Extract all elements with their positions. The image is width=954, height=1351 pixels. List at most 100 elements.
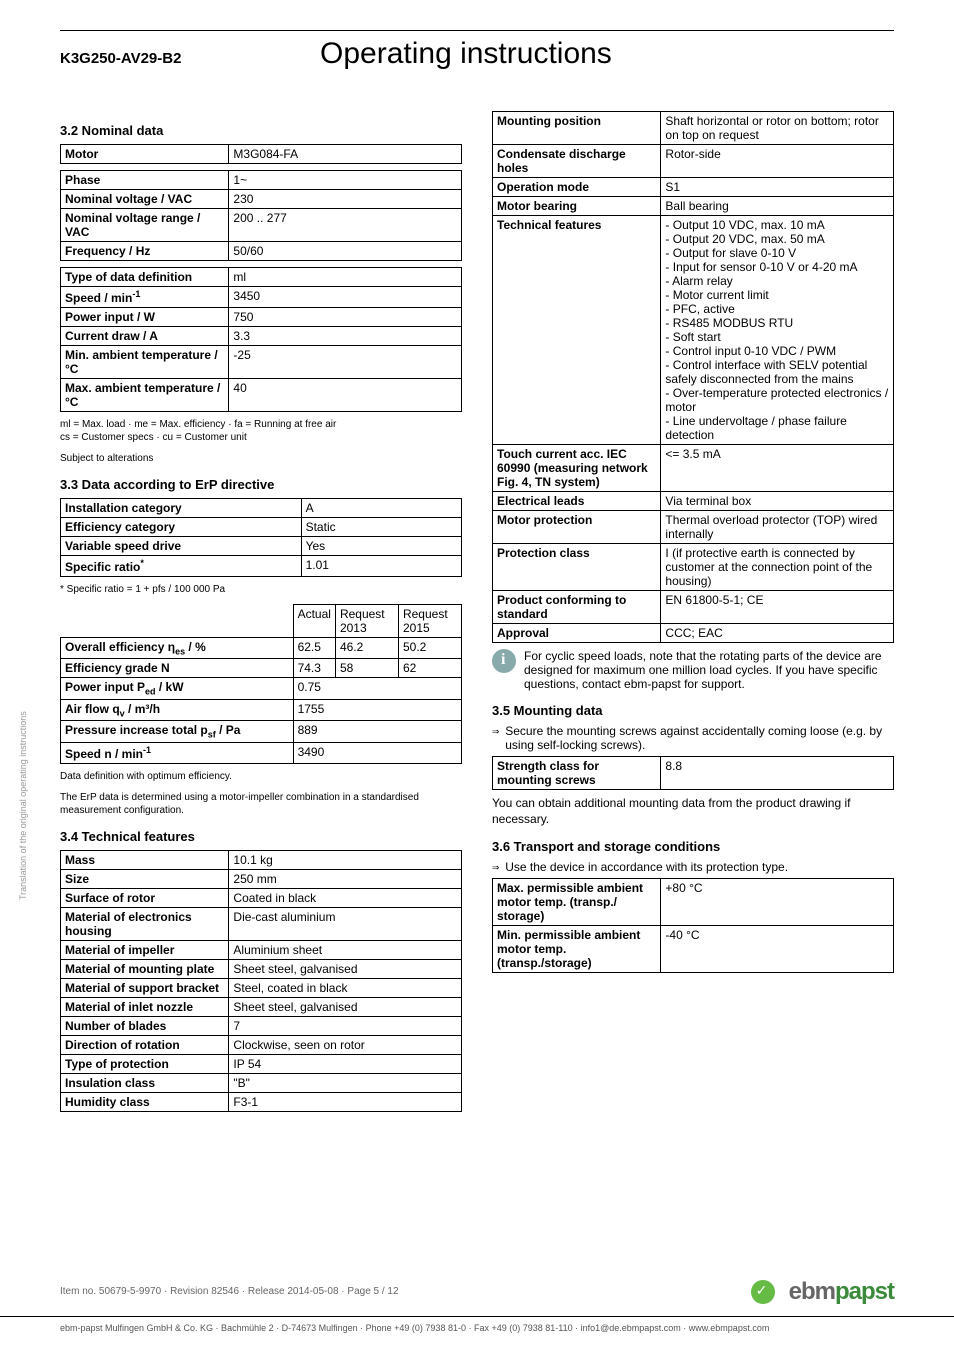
cell-label: Strength class for mounting screws (493, 757, 661, 790)
table-row: Type of protectionIP 54 (61, 1054, 462, 1073)
nominal-table-2: Type of data definitionmlSpeed / min-134… (60, 267, 462, 412)
cell-label: Phase (61, 171, 229, 190)
table-row: Specific ratio*1.01 (61, 556, 462, 577)
cell-value: 74.3 (293, 659, 335, 678)
cell-value: S1 (661, 178, 894, 197)
cell-label: Technical features (493, 216, 661, 445)
table-row: Speed / min-13450 (61, 287, 462, 308)
cell-label: Current draw / A (61, 327, 229, 346)
cell-value: 230 (229, 190, 462, 209)
header-cell: Actual (293, 605, 335, 638)
cell-label: Speed / min-1 (61, 287, 229, 308)
page-footer: Item no. 50679-5-9970 · Revision 82546 ·… (0, 1278, 954, 1306)
info-icon (492, 649, 516, 673)
cell-label: Insulation class (61, 1073, 229, 1092)
cell-label: Min. ambient temperature / °C (61, 346, 229, 379)
mounting-instruction-text: Secure the mounting screws against accid… (505, 724, 894, 752)
brand-part-1: ebm (789, 1278, 835, 1305)
mounting-table: Strength class for mounting screws8.8 (492, 756, 894, 790)
cell-label: Type of data definition (61, 268, 229, 287)
erp1-footnote: * Specific ratio = 1 + pfs / 100 000 Pa (60, 583, 462, 596)
cell-label: Product conforming to standard (493, 591, 661, 624)
cell-label: Motor (61, 145, 229, 164)
cell-label: Installation category (61, 499, 302, 518)
cell-value: "B" (229, 1073, 462, 1092)
cell-label: Material of inlet nozzle (61, 997, 229, 1016)
cell-value: 50/60 (229, 242, 462, 261)
cell-value: 750 (229, 308, 462, 327)
table-row: Max. permissible ambient motor temp. (tr… (493, 879, 894, 926)
tech-features-table-2: Mounting positionShaft horizontal or rot… (492, 111, 894, 643)
model-number: K3G250-AV29-B2 (60, 50, 320, 67)
heading-mounting-data: 3.5 Mounting data (492, 703, 894, 718)
cell-label: Efficiency grade N (61, 659, 294, 678)
cell-value: Shaft horizontal or rotor on bottom; rot… (661, 112, 894, 145)
cell-value: ml (229, 268, 462, 287)
cell-label: Number of blades (61, 1016, 229, 1035)
table-row: Max. ambient temperature / °C40 (61, 379, 462, 412)
cell-label: Surface of rotor (61, 888, 229, 907)
table-row: Pressure increase total psf / Pa889 (61, 721, 462, 742)
cell-value: Coated in black (229, 888, 462, 907)
heading-tech-features: 3.4 Technical features (60, 829, 462, 844)
table-row: Power input / W750 (61, 308, 462, 327)
cell-value: 58 (335, 659, 398, 678)
heading-erp: 3.3 Data according to ErP directive (60, 477, 462, 492)
cell-value: 8.8 (661, 757, 894, 790)
table-row: Installation categoryA (61, 499, 462, 518)
cell-label: Mass (61, 850, 229, 869)
table-row: Min. ambient temperature / °C-25 (61, 346, 462, 379)
heading-nominal-data: 3.2 Nominal data (60, 123, 462, 138)
cell-label: Material of impeller (61, 940, 229, 959)
cell-value: 889 (293, 721, 461, 742)
cell-value: <= 3.5 mA (661, 445, 894, 492)
cell-label: Humidity class (61, 1092, 229, 1111)
table-row: Type of data definitionml (61, 268, 462, 287)
nominal-footnote-2: Subject to alterations (60, 452, 462, 465)
table-row: Motor protectionThermal overload protect… (493, 511, 894, 544)
right-column: Mounting positionShaft horizontal or rot… (492, 111, 894, 1118)
cell-value: Rotor-side (661, 145, 894, 178)
header-cell: Request 2015 (398, 605, 461, 638)
table-row: Product conforming to standardEN 61800-5… (493, 591, 894, 624)
header-cell: Request 2013 (335, 605, 398, 638)
cell-value: Aluminium sheet (229, 940, 462, 959)
header-cell (61, 605, 294, 638)
table-row: Material of electronics housingDie-cast … (61, 907, 462, 940)
cell-value: -40 °C (661, 926, 894, 973)
cell-value: -25 (229, 346, 462, 379)
greentech-icon (751, 1280, 775, 1304)
cell-label: Direction of rotation (61, 1035, 229, 1054)
table-row: Overall efficiency ηes / %62.546.250.2 (61, 638, 462, 659)
cell-label: Speed n / min-1 (61, 742, 294, 763)
cell-label: Variable speed drive (61, 537, 302, 556)
cell-value: 250 mm (229, 869, 462, 888)
table-row: Protection classI (if protective earth i… (493, 544, 894, 591)
cell-label: Air flow qv / m³/h (61, 699, 294, 720)
cell-label: Electrical leads (493, 492, 661, 511)
cell-value: Steel, coated in black (229, 978, 462, 997)
cell-value: IP 54 (229, 1054, 462, 1073)
cell-label: Material of mounting plate (61, 959, 229, 978)
erp2-footnote-2: The ErP data is determined using a motor… (60, 791, 462, 817)
cell-value: 46.2 (335, 638, 398, 659)
document-title: Operating instructions (320, 37, 612, 71)
table-row: Touch current acc. IEC 60990 (measuring … (493, 445, 894, 492)
table-row: Size250 mm (61, 869, 462, 888)
cell-value: 7 (229, 1016, 462, 1035)
table-row: Operation modeS1 (493, 178, 894, 197)
heading-transport: 3.6 Transport and storage conditions (492, 839, 894, 854)
table-row: Insulation class"B" (61, 1073, 462, 1092)
cell-label: Overall efficiency ηes / % (61, 638, 294, 659)
cyclic-info-text: For cyclic speed loads, note that the ro… (524, 649, 894, 691)
tech-features-table: Mass10.1 kgSize250 mmSurface of rotorCoa… (60, 850, 462, 1112)
cell-value: M3G084-FA (229, 145, 462, 164)
erp-table-2: ActualRequest 2013Request 2015Overall ef… (60, 604, 462, 764)
cell-label: Material of support bracket (61, 978, 229, 997)
table-row: Direction of rotationClockwise, seen on … (61, 1035, 462, 1054)
nominal-footnote-1: ml = Max. load · me = Max. efficiency · … (60, 418, 462, 444)
table-row: Material of inlet nozzleSheet steel, gal… (61, 997, 462, 1016)
cyclic-info-block: For cyclic speed loads, note that the ro… (492, 649, 894, 691)
cell-label: Nominal voltage range / VAC (61, 209, 229, 242)
table-row: Nominal voltage range / VAC200 .. 277 (61, 209, 462, 242)
